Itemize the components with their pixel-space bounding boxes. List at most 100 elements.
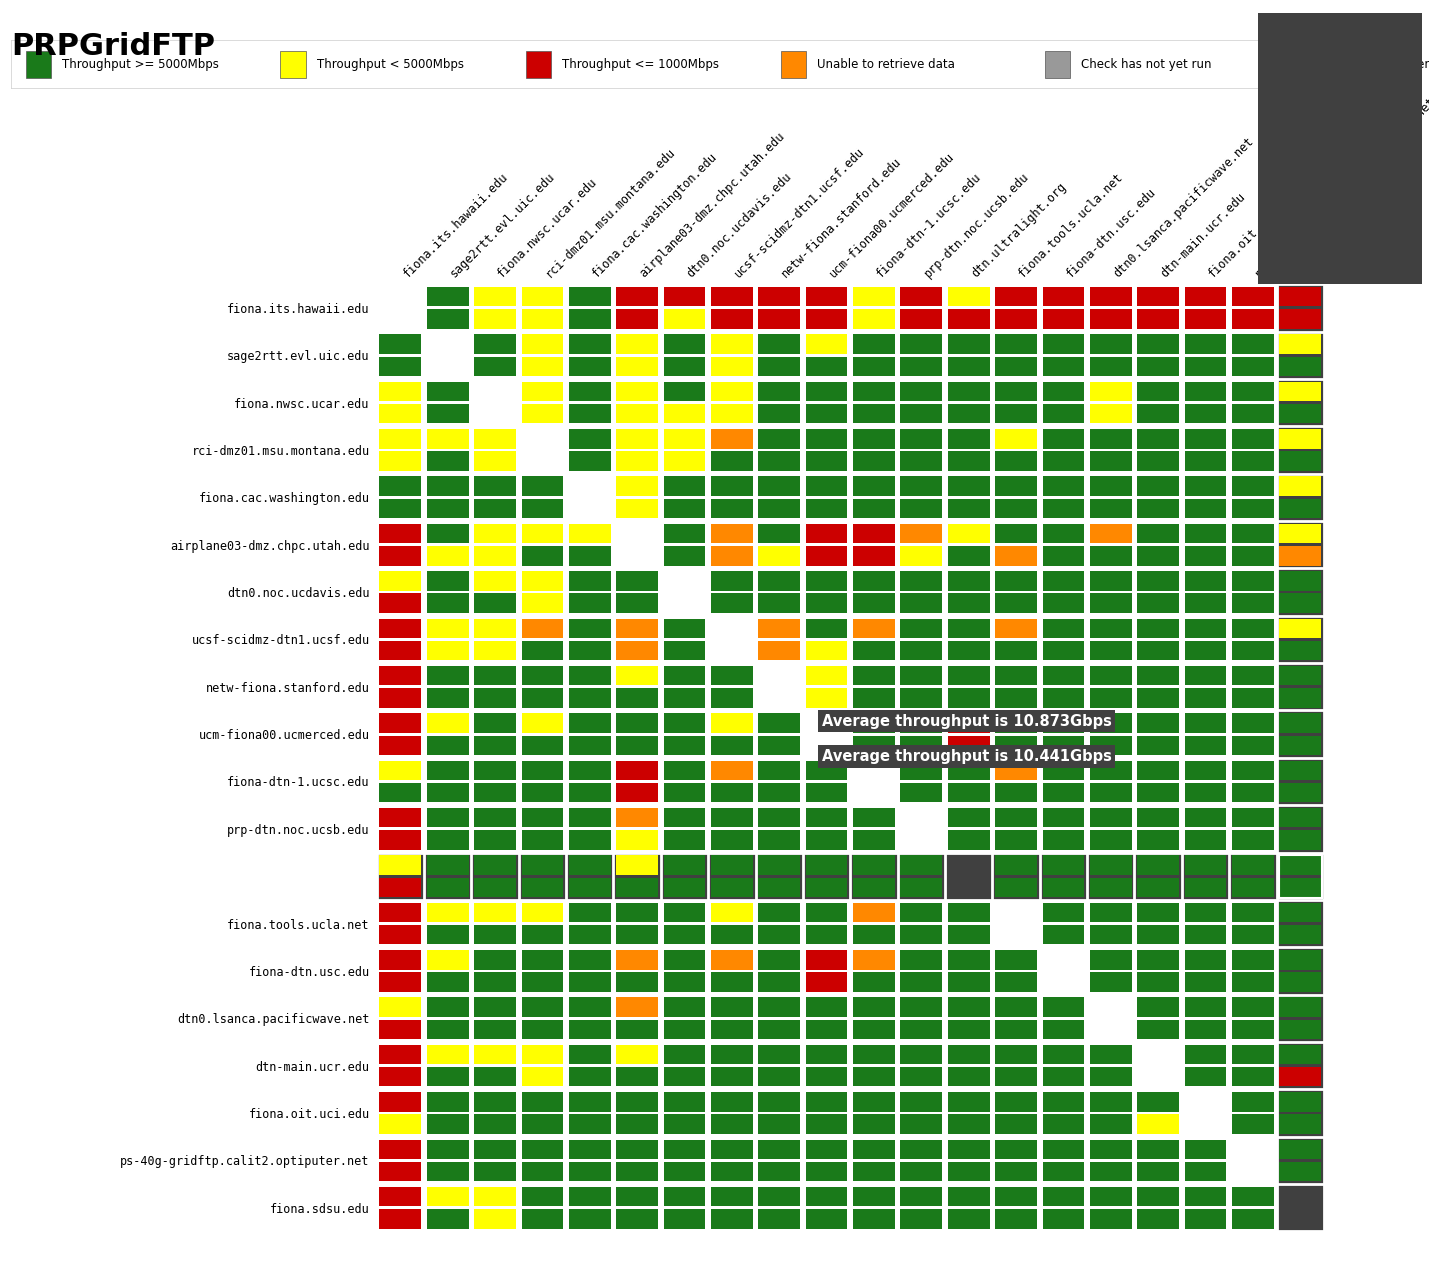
Bar — [380, 1019, 422, 1039]
Bar — [1137, 1092, 1179, 1111]
Bar — [759, 903, 800, 922]
Bar — [759, 594, 800, 613]
Bar — [1185, 546, 1226, 566]
Bar — [616, 714, 657, 733]
Bar — [853, 356, 895, 376]
Bar — [427, 546, 469, 566]
Bar — [616, 878, 657, 897]
Bar — [569, 1067, 610, 1086]
Bar — [900, 571, 942, 591]
Bar — [569, 760, 610, 781]
Bar — [1090, 1114, 1132, 1134]
Bar — [712, 666, 753, 686]
Bar — [947, 451, 989, 471]
Bar — [947, 429, 989, 448]
Bar — [947, 714, 989, 733]
Bar — [616, 356, 657, 376]
Bar — [616, 1209, 657, 1229]
Bar — [1279, 855, 1320, 875]
Bar — [900, 925, 942, 945]
Bar — [853, 714, 895, 733]
Bar — [569, 714, 610, 733]
Bar — [1043, 1045, 1085, 1065]
Bar — [1232, 451, 1273, 471]
Bar — [474, 594, 516, 613]
Bar — [900, 404, 942, 423]
Bar — [1185, 1139, 1226, 1159]
Bar — [1279, 335, 1320, 354]
Bar — [569, 524, 610, 543]
Bar — [380, 524, 422, 543]
Bar — [474, 973, 516, 991]
Bar — [853, 524, 895, 543]
Bar — [947, 808, 989, 827]
Bar — [806, 808, 847, 827]
Bar — [712, 429, 753, 448]
Bar — [1185, 404, 1226, 423]
Bar — [1090, 950, 1132, 970]
Bar — [806, 594, 847, 613]
Bar — [1043, 451, 1085, 471]
Bar — [853, 1114, 895, 1134]
Bar — [1232, 1114, 1273, 1134]
Bar — [427, 287, 469, 307]
Bar — [900, 640, 942, 661]
Bar — [1043, 499, 1085, 518]
Bar — [853, 451, 895, 471]
Bar — [947, 903, 989, 922]
Bar — [569, 571, 610, 591]
Bar — [522, 855, 563, 875]
Bar — [1137, 1114, 1179, 1134]
Bar — [900, 451, 942, 471]
Bar — [995, 451, 1037, 471]
Bar — [1137, 356, 1179, 376]
Bar — [380, 335, 422, 354]
Bar — [995, 287, 1037, 307]
Bar — [1232, 903, 1273, 922]
Bar — [663, 287, 706, 307]
Bar — [1279, 783, 1320, 802]
Bar — [853, 950, 895, 970]
Bar — [380, 760, 422, 781]
Bar — [616, 451, 657, 471]
Bar — [712, 309, 753, 328]
Bar — [474, 476, 516, 496]
Bar — [1043, 1187, 1085, 1206]
Bar — [947, 381, 989, 402]
Bar — [616, 619, 657, 638]
Bar — [900, 735, 942, 755]
Bar — [569, 903, 610, 922]
Bar — [1043, 878, 1085, 897]
Bar — [427, 1162, 469, 1181]
Bar — [853, 1139, 895, 1159]
Bar — [712, 571, 753, 591]
Bar — [995, 571, 1037, 591]
Bar — [663, 381, 706, 402]
Bar — [380, 619, 422, 638]
Bar — [1279, 808, 1320, 827]
Bar — [569, 429, 610, 448]
Bar — [427, 619, 469, 638]
Bar — [806, 973, 847, 991]
Bar — [1185, 830, 1226, 850]
Bar — [616, 830, 657, 850]
Bar — [1185, 998, 1226, 1017]
Bar — [759, 546, 800, 566]
Bar — [853, 429, 895, 448]
Bar — [1232, 640, 1273, 661]
Bar — [1043, 1162, 1085, 1181]
Bar — [522, 524, 563, 543]
Bar — [1279, 381, 1320, 402]
Bar — [569, 855, 610, 875]
Bar — [900, 1045, 942, 1065]
Bar — [1090, 808, 1132, 827]
Bar — [853, 594, 895, 613]
Bar — [806, 688, 847, 707]
Bar — [900, 594, 942, 613]
Bar — [1232, 287, 1273, 307]
Bar — [1090, 640, 1132, 661]
Bar — [712, 855, 753, 875]
Bar — [1185, 950, 1226, 970]
Bar — [900, 1139, 942, 1159]
Bar — [806, 640, 847, 661]
